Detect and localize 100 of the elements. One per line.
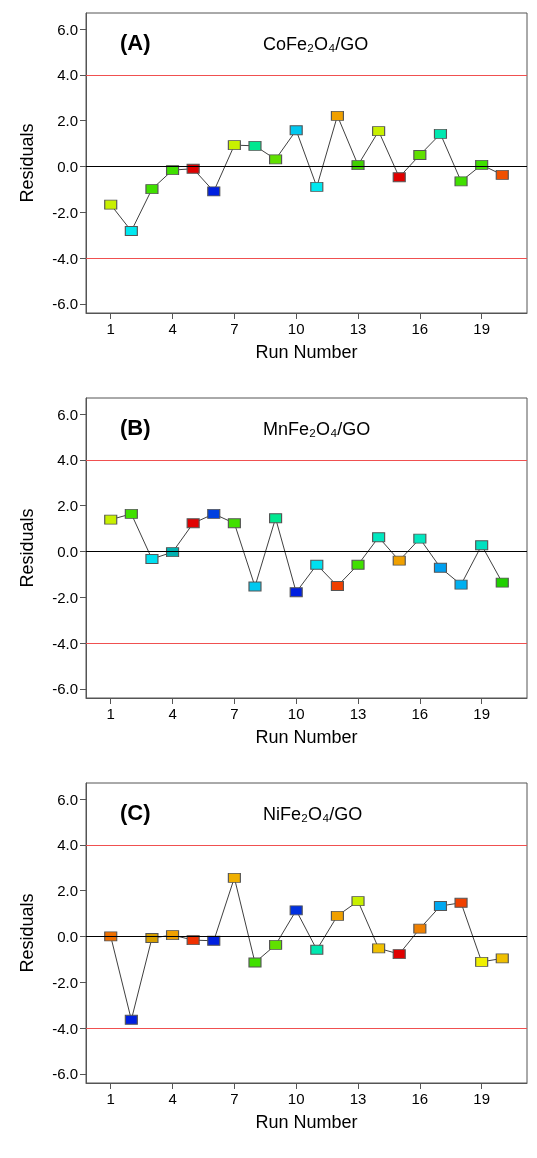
x-axis-title: Run Number (255, 727, 358, 747)
x-tick-label: 1 (106, 1090, 115, 1107)
x-tick-label: 10 (287, 320, 305, 337)
point (227, 140, 241, 151)
point (124, 508, 138, 519)
y-tick-label: -6.0 (52, 295, 78, 313)
text: CoFe₂O₄/GO (263, 34, 369, 54)
point (124, 226, 138, 237)
y-tick-label: 4.0 (57, 66, 78, 84)
y-tick-label: 4.0 (57, 836, 78, 854)
x-tick-label: 13 (349, 705, 367, 722)
point (413, 923, 427, 934)
y-tick-label: -6.0 (52, 680, 78, 698)
x-tick-label: 13 (349, 1090, 367, 1107)
y-tick-label: 6.0 (57, 20, 78, 38)
x-tick-label: 16 (411, 320, 429, 337)
text: NiFe₂O₄/GO (263, 804, 363, 824)
point (392, 949, 406, 960)
point (433, 128, 447, 139)
y-tick-label: -4.0 (52, 634, 78, 652)
point (310, 559, 324, 570)
x-tick-label: 16 (411, 705, 429, 722)
point (495, 577, 509, 588)
x-axis-title: Run Number (255, 342, 358, 362)
point (207, 186, 221, 197)
y-tick-label: 2.0 (57, 112, 78, 130)
x-tick-label: 13 (349, 320, 367, 337)
x-tick-label: 1 (106, 320, 115, 337)
y-tick-label: 6.0 (57, 790, 78, 808)
x-tick-label: 19 (473, 1090, 491, 1107)
x-tick-label: 7 (230, 705, 239, 722)
point (289, 905, 303, 916)
y-tick-label: -4.0 (52, 249, 78, 267)
point (145, 184, 159, 195)
point (495, 169, 509, 180)
point (372, 532, 386, 543)
x-tick-label: 19 (473, 320, 491, 337)
point (392, 172, 406, 183)
point (413, 533, 427, 544)
point (227, 872, 241, 883)
x-tick-label: 10 (287, 705, 305, 722)
text: (B) (120, 414, 151, 440)
x-axis-title: Run Number (255, 1112, 358, 1132)
point (351, 559, 365, 570)
x-tick-label: 1 (106, 705, 115, 722)
text: MnFe₂O₄/GO (263, 419, 371, 439)
y-tick-label: -4.0 (52, 1019, 78, 1037)
x-tick-label: 4 (168, 705, 177, 722)
text: (C) (120, 799, 151, 825)
x-tick-label: 4 (168, 1090, 177, 1107)
point (351, 896, 365, 907)
y-tick-label: 2.0 (57, 882, 78, 900)
y-tick-label: 6.0 (57, 405, 78, 423)
x-tick-label: 19 (473, 705, 491, 722)
x-tick-label: 4 (168, 320, 177, 337)
point (248, 581, 262, 592)
y-tick-label: 2.0 (57, 497, 78, 515)
point (330, 110, 344, 121)
x-tick-label: 16 (411, 1090, 429, 1107)
point (433, 900, 447, 911)
point (433, 562, 447, 573)
point (454, 176, 468, 187)
y-axis-title: Residuals (17, 893, 37, 973)
point (454, 897, 468, 908)
point (104, 199, 118, 210)
x-tick-label: 7 (230, 320, 239, 337)
text: (A) (120, 29, 151, 55)
y-axis-title: Residuals (17, 508, 37, 588)
y-tick-label: 0.0 (57, 157, 78, 175)
y-tick-label: -2.0 (52, 973, 78, 991)
y-tick-label: 0.0 (57, 542, 78, 560)
point (475, 540, 489, 551)
point (104, 514, 118, 525)
point (330, 910, 344, 921)
point (330, 581, 344, 592)
point (310, 181, 324, 192)
point (289, 587, 303, 598)
point (248, 140, 262, 151)
point (186, 518, 200, 529)
y-axis-title: Residuals (17, 123, 37, 203)
point (372, 943, 386, 954)
point (227, 518, 241, 529)
point (454, 579, 468, 590)
point (269, 939, 283, 950)
x-tick-label: 7 (230, 1090, 239, 1107)
point (310, 944, 324, 955)
y-tick-label: -2.0 (52, 588, 78, 606)
y-tick-label: -6.0 (52, 1065, 78, 1083)
point (495, 953, 509, 964)
y-tick-label: 0.0 (57, 927, 78, 945)
point (392, 555, 406, 566)
point (475, 956, 489, 967)
y-tick-label: 4.0 (57, 451, 78, 469)
y-tick-label: -2.0 (52, 203, 78, 221)
point (413, 149, 427, 160)
point (269, 154, 283, 165)
point (145, 553, 159, 564)
point (207, 508, 221, 519)
point (269, 513, 283, 524)
point (289, 125, 303, 136)
